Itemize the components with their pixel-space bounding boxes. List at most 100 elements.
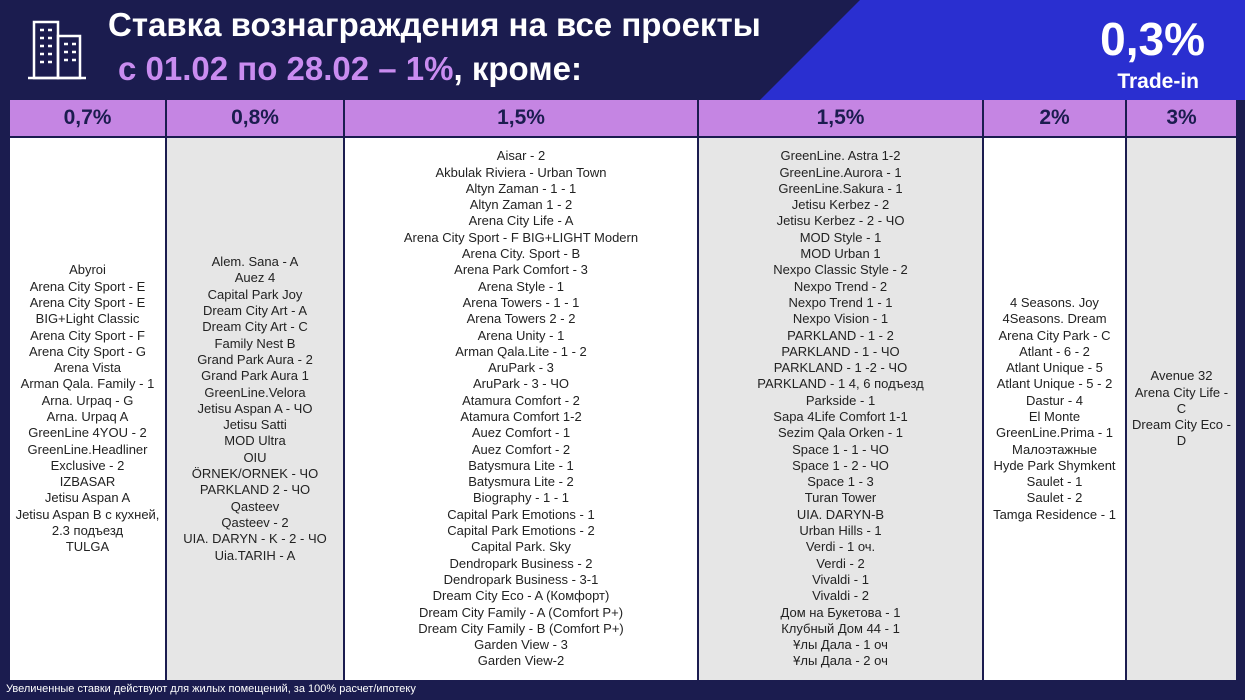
project-item: El Monte [1028, 409, 1081, 424]
project-item: Vivaldi - 2 [812, 588, 869, 604]
column-body: Abyroi Arena City Sport - E Arena City Spo… [10, 138, 165, 680]
project-item: Arena City Sport - G [28, 343, 147, 359]
project-item: GreenLine.Prima - 1 [995, 425, 1114, 441]
project-item: Tamga Residence - 1 [993, 506, 1116, 522]
project-item: MOD Ultra [224, 433, 286, 449]
project-item: MOD Style - 1 [799, 229, 882, 245]
project-item: GreenLine.Aurora - 1 [779, 164, 902, 180]
project-item: Hyde Park Shymkent [993, 457, 1116, 473]
column: 1,5% Aisar - 2 Akbulak Riviera - Urban Tow… [345, 100, 697, 680]
project-item: Ұлы Дала - 1 оч [793, 637, 888, 653]
project-item: Atlant Unique - 5 [1006, 360, 1103, 376]
project-item: ÖRNEK/ORNEK - ЧО [191, 466, 319, 482]
column: 1,5% GreenLine. Astra 1-2 GreenLine.Aurora… [699, 100, 982, 680]
column-body: Aisar - 2 Akbulak Riviera - Urban Town Alt… [345, 138, 697, 680]
project-item: Jetisu Aspan A - ЧО [197, 400, 313, 416]
project-item: Nexpo Trend 1 - 1 [788, 294, 893, 310]
project-item: Batysmura Lite - 1 [468, 457, 574, 473]
project-item: Vivaldi - 1 [812, 571, 869, 587]
project-item: Arena City Park - C [998, 327, 1111, 343]
project-item: Jetisu Aspan A [44, 490, 131, 506]
project-item: Arna. Urpaq - G [41, 392, 134, 408]
project-item: GreenLine.Headliner Exclusive - 2 [27, 441, 148, 473]
project-item: Abyroi [69, 262, 106, 278]
project-item: Arena City Sport - F BIG+LIGHT Modern [403, 229, 639, 245]
project-item: Saulet - 2 [1026, 490, 1083, 506]
project-item: Avenue 32 [1150, 368, 1213, 384]
project-item: GreenLine.Sakura - 1 [778, 180, 903, 196]
project-item: Uia.TARIH - A [214, 547, 296, 563]
project-item: Jetisu Aspan B с кухней, 2.3 подъезд [15, 506, 160, 539]
project-item: Jetisu Kerbez - 2 - ЧО [776, 213, 905, 229]
project-item: Capital Park Emotions - 2 [447, 523, 595, 539]
project-item: PARKLAND - 1 4, 6 подъезд [757, 376, 924, 392]
project-item: Turan Tower [804, 490, 877, 506]
project-item: Auez 4 [234, 270, 276, 286]
column-body: 4 Seasons. Joy 4Seasons. Dream Arena City … [984, 138, 1125, 680]
column: 0,7% Abyroi Arena City Sport - E Arena City… [10, 100, 165, 680]
column-header: 2% [984, 100, 1125, 136]
project-item: Dendropark Business - 2 [449, 555, 593, 571]
project-item: Dream City Family - A (Comfort P+) [418, 604, 624, 620]
project-item: Arena City Sport - F [30, 327, 145, 343]
column-body: Avenue 32 Arena City Life - C Dream City E… [1127, 138, 1236, 680]
column-body: Alem. Sana - A Auez 4 Capital Park Joy Drea… [167, 138, 343, 680]
project-item: Arena Towers - 1 - 1 [462, 294, 580, 310]
project-item: Dream City Art - A [202, 303, 308, 319]
project-item: Akbulak Riviera - Urban Town [435, 164, 607, 180]
project-item: Arna. Urpaq A [46, 409, 129, 424]
project-item: Arena City. Sport - B [461, 246, 581, 262]
project-item: Arman Qala.Lite - 1 - 2 [455, 343, 587, 359]
project-item: Малоэтажные [1011, 441, 1097, 457]
badge-label: Trade-in [1117, 70, 1199, 93]
project-item: Dream City Family - B (Comfort P+) [418, 620, 624, 636]
project-item: AruPark - 3 [488, 360, 554, 376]
project-item: 4Seasons. Dream [1002, 311, 1107, 327]
column-header: 1,5% [699, 100, 982, 136]
title-highlight: с 01.02 по 28.02 – 1% [118, 50, 454, 87]
title-line2: с 01.02 по 28.02 – 1%, кроме: [118, 50, 582, 88]
project-item: Space 1 - 2 - ЧО [792, 457, 889, 473]
project-item: Arena Unity - 1 [477, 327, 565, 343]
column-header: 0,7% [10, 100, 165, 136]
project-item: Space 1 - 1 - ЧО [792, 441, 889, 457]
project-item: Arena City Sport - E [29, 278, 146, 294]
project-item: Alem. Sana - A [211, 254, 299, 270]
project-item: MOD Urban 1 [800, 246, 881, 262]
project-item: Arena Park Comfort - 3 [454, 262, 588, 278]
project-item: Dream City Eco - D [1132, 417, 1231, 449]
project-item: Verdi - 2 [816, 555, 865, 571]
project-item: TULGA [65, 539, 110, 555]
project-item: Family Nest B [214, 335, 296, 351]
column-header: 1,5% [345, 100, 697, 136]
project-item: Biography - 1 - 1 [472, 490, 570, 506]
project-item: Nexpo Classic Style - 2 [773, 262, 908, 278]
column: 3% Avenue 32 Arena City Life - C Dream City… [1127, 100, 1236, 680]
project-item: Altyn Zaman 1 - 2 [469, 197, 573, 213]
project-item: Arena City Sport - E BIG+Light Classic [29, 294, 146, 327]
column: 0,8% Alem. Sana - A Auez 4 Capital Park Joy… [167, 100, 343, 680]
project-item: Dream City Art - C [202, 319, 308, 335]
project-item: 4 Seasons. Joy [1010, 294, 1099, 310]
project-item: Ұлы Дала - 2 оч [793, 653, 888, 669]
project-item: Arman Qala. Family - 1 [20, 376, 155, 392]
project-item: PARKLAND - 1 - 2 [787, 327, 894, 343]
project-item: Space 1 - 3 [807, 474, 874, 490]
project-item: Arena Towers 2 - 2 [466, 311, 576, 327]
project-item: Parkside - 1 [805, 392, 876, 408]
project-item: Arena City Life - C [1134, 384, 1229, 416]
project-item: Qasteev [230, 498, 280, 514]
column-body: GreenLine. Astra 1-2 GreenLine.Aurora - 1… [699, 138, 982, 680]
project-item: UIA. DARYN - K - 2 - ЧО [183, 531, 327, 547]
project-item: GreenLine 4YOU - 2 [28, 425, 147, 441]
project-item: AruPark - 3 - ЧО [472, 376, 570, 392]
project-item: Grand Park Aura 1 [201, 368, 309, 384]
column-header: 0,8% [167, 100, 343, 136]
project-item: Jetisu Kerbez - 2 [791, 197, 890, 213]
project-item: Grand Park Aura - 2 [197, 351, 313, 367]
project-item: Jetisu Satti [223, 417, 287, 433]
title-line1: Ставка вознаграждения на все проекты [108, 6, 761, 43]
project-item: PARKLAND - 1 - ЧО [781, 343, 900, 359]
project-item: Saulet - 1 [1026, 474, 1083, 490]
